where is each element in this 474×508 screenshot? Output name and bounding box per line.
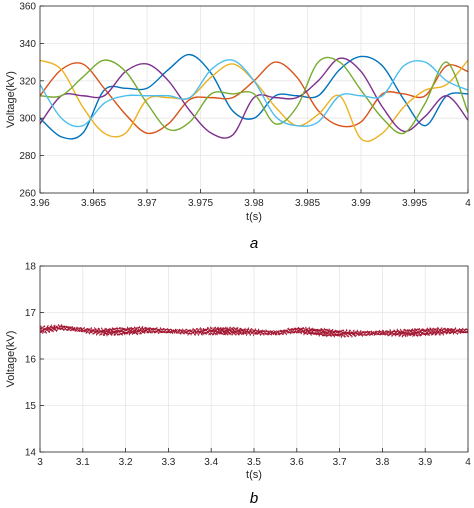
chart-b: 3 3.1 3.2 3.3 3.4 3.5 3.6 3.7 3.8 3.9 41415161718 … bbox=[5, 262, 471, 508]
x-tick-label: 3.965 bbox=[81, 198, 106, 209]
x-tick-label: 3.98 bbox=[244, 198, 264, 209]
x-tick-label: 3.5 bbox=[247, 457, 261, 468]
x-axis-label-a: t(s) bbox=[246, 211, 262, 223]
x-tick-label: 3.2 bbox=[119, 457, 133, 468]
x-tick-label: 3.97 bbox=[137, 198, 157, 209]
x-tick-label: 3.9 bbox=[418, 457, 432, 468]
y-axis-label-a: Voltage(kV) bbox=[5, 71, 17, 128]
y-tick-label: 360 bbox=[19, 2, 36, 13]
y-tick-label: 14 bbox=[25, 448, 37, 459]
series-band-line-2 bbox=[40, 324, 468, 338]
x-tick-label: 3.4 bbox=[204, 457, 218, 468]
x-tick-label: 3.7 bbox=[333, 457, 347, 468]
x-tick-label: 3.96 bbox=[30, 198, 50, 209]
x-tick-label: 3.8 bbox=[375, 457, 389, 468]
x-tick-label: 3.985 bbox=[295, 198, 320, 209]
y-tick-label: 340 bbox=[19, 39, 36, 50]
y-tick-label: 16 bbox=[25, 355, 37, 366]
ticks-a: 3.96 3.965 3.97 3.975 3.98 3.985 3.99 3.995 4 260… bbox=[19, 2, 471, 210]
y-tick-label: 15 bbox=[25, 401, 37, 412]
series-line-1 bbox=[40, 53, 468, 140]
y-axis-label-b: Voltage(kV) bbox=[5, 331, 17, 388]
y-tick-label: 18 bbox=[25, 262, 37, 273]
x-tick-label: 3.975 bbox=[188, 198, 213, 209]
series-group-b bbox=[40, 323, 468, 339]
x-tick-label: 3.995 bbox=[402, 198, 427, 209]
y-tick-label: 300 bbox=[19, 114, 36, 125]
series-line-5 bbox=[40, 56, 468, 135]
chart-a: 3.96 3.965 3.97 3.975 3.98 3.985 3.99 3.995 4 260… bbox=[5, 2, 471, 253]
x-tick-label: 3.1 bbox=[76, 457, 90, 468]
y-tick-label: 280 bbox=[19, 151, 36, 162]
x-tick-label: 3 bbox=[37, 457, 43, 468]
caption-a: a bbox=[250, 235, 258, 252]
y-tick-label: 320 bbox=[19, 76, 36, 87]
x-tick-label: 4 bbox=[465, 198, 471, 209]
y-tick-label: 260 bbox=[19, 189, 36, 200]
x-tick-label: 3.99 bbox=[351, 198, 371, 209]
x-tick-label: 3.6 bbox=[290, 457, 304, 468]
x-tick-label: 4 bbox=[465, 457, 471, 468]
x-axis-label-b: t(s) bbox=[246, 469, 262, 481]
x-tick-label: 3.3 bbox=[161, 457, 175, 468]
series-line-6 bbox=[40, 59, 468, 128]
series-line-4 bbox=[40, 57, 468, 139]
ticks-b: 3 3.1 3.2 3.3 3.4 3.5 3.6 3.7 3.8 3.9 4 14 15 16 17 18 bbox=[25, 262, 471, 469]
series-group-a bbox=[40, 53, 468, 142]
y-tick-label: 17 bbox=[25, 308, 37, 319]
caption-b: b bbox=[250, 490, 258, 507]
